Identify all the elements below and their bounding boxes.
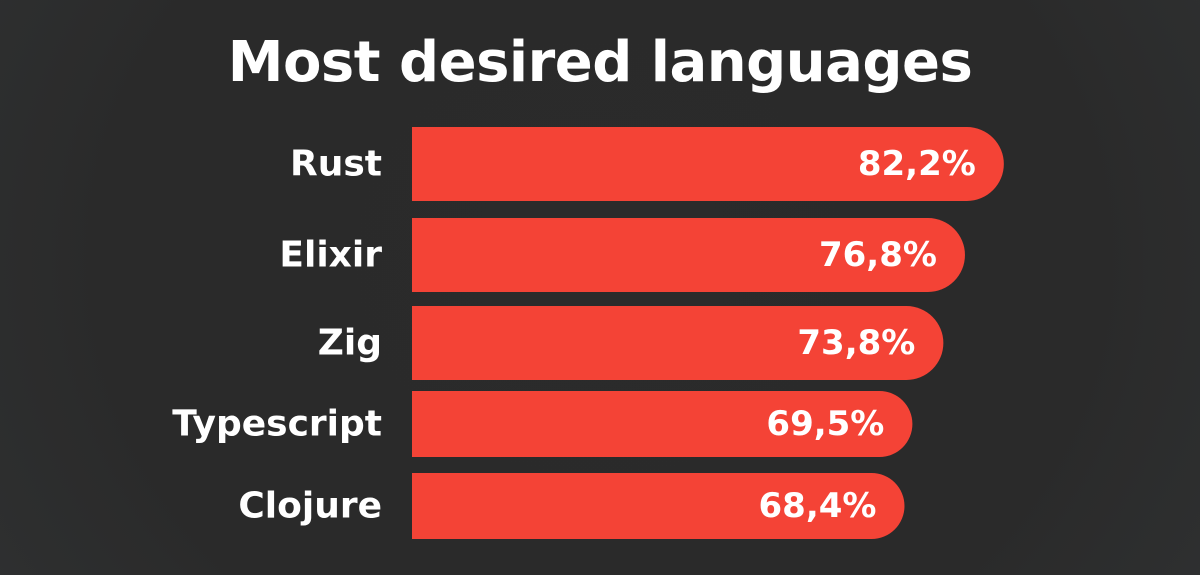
category-label-rust: Rust (290, 144, 382, 185)
value-label-rust: 82,2% (858, 144, 976, 184)
bar-clojure (412, 473, 905, 539)
value-label-elixir: 76,8% (819, 235, 937, 275)
bar-typescript (412, 391, 913, 457)
bar-rust (412, 127, 1004, 201)
bar-zig (412, 306, 944, 380)
category-label-typescript: Typescript (172, 404, 382, 445)
chart-title: Most desired languages (227, 30, 973, 95)
value-label-clojure: 68,4% (759, 486, 877, 526)
category-label-clojure: Clojure (238, 486, 382, 527)
category-label-zig: Zig (318, 323, 382, 364)
value-label-zig: 73,8% (797, 323, 915, 363)
value-label-typescript: 69,5% (766, 404, 884, 444)
category-label-elixir: Elixir (279, 235, 382, 276)
bar-elixir (412, 218, 965, 292)
